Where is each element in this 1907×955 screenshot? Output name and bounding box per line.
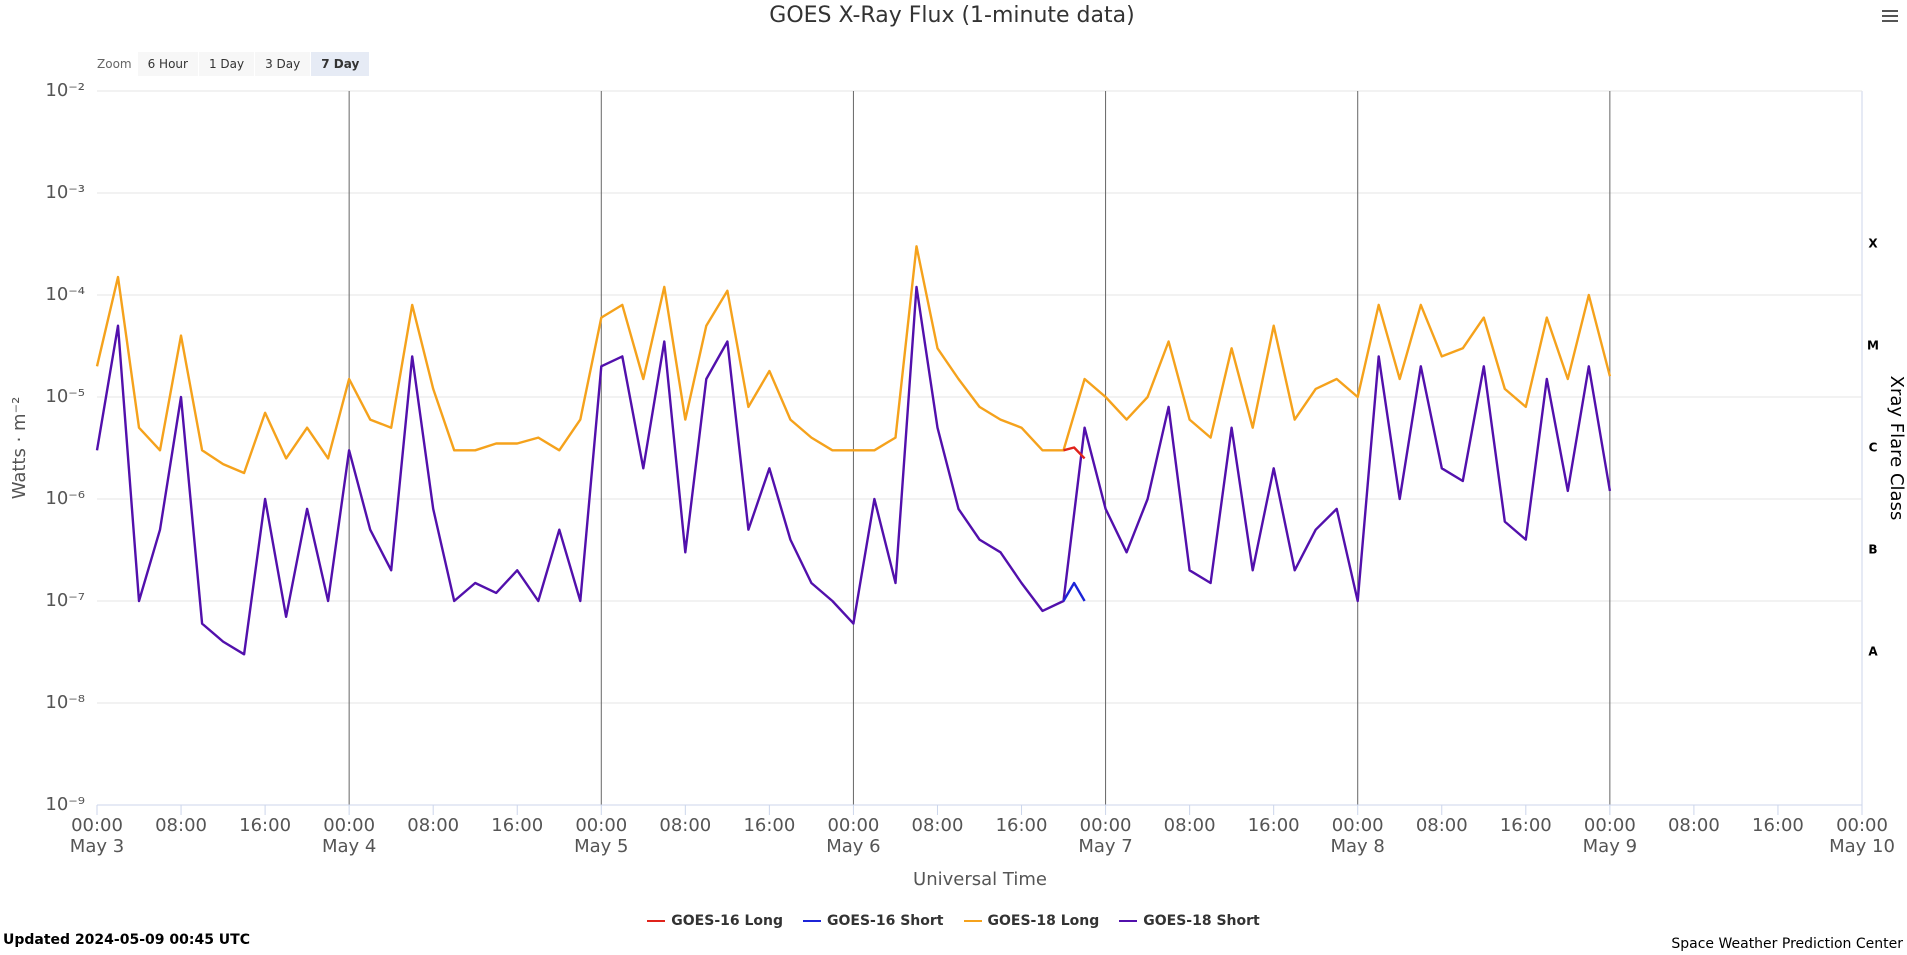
- updated-time: Updated 2024-05-09 00:45 UTC: [3, 932, 250, 948]
- y-tick-label: 10⁻⁷: [45, 590, 85, 611]
- legend-item[interactable]: GOES-16 Short: [803, 913, 944, 929]
- x-tick-label: 00:00 May 10: [1829, 815, 1895, 857]
- x-tick-label: 08:00: [911, 815, 964, 836]
- legend-swatch: [803, 920, 822, 922]
- x-axis-title: Universal Time: [913, 869, 1047, 890]
- y-tick-label: 10⁻⁶: [45, 488, 85, 509]
- x-tick-label: 16:00: [995, 815, 1048, 836]
- zoom-button[interactable]: 7 Day: [311, 52, 370, 76]
- legend-label: GOES-18 Long: [987, 913, 1100, 929]
- x-tick-label: 00:00 May 7: [1078, 815, 1133, 857]
- x-tick-label: 16:00: [1247, 815, 1300, 836]
- zoom-button[interactable]: 1 Day: [198, 52, 255, 76]
- y-tick-label: 10⁻⁵: [45, 386, 85, 407]
- y-tick-label: 10⁻²: [45, 80, 85, 101]
- series-line: [95, 285, 1612, 656]
- x-tick-label: 00:00 May 8: [1330, 815, 1385, 857]
- legend-item[interactable]: GOES-18 Short: [1119, 913, 1260, 929]
- y-tick-label: 10⁻⁴: [45, 284, 85, 305]
- zoom-bar: Zoom 6 Hour 1 Day 3 Day 7 Day: [97, 52, 370, 76]
- x-tick-label: 08:00: [1163, 815, 1216, 836]
- legend-swatch: [1119, 920, 1138, 922]
- x-tick-label: 08:00: [1667, 815, 1720, 836]
- legend: GOES-16 Long GOES-16 Short GOES-18 Long GOE…: [0, 913, 1907, 929]
- x-tick-label: 08:00: [407, 815, 460, 836]
- x-tick-label: 00:00 May 9: [1582, 815, 1638, 857]
- y2-tick-label: M: [1867, 339, 1879, 353]
- x-tick-label: 08:00: [1415, 815, 1468, 836]
- x-tick-label: 16:00: [1752, 815, 1804, 836]
- y2-tick-label: X: [1868, 237, 1878, 251]
- series-line: [95, 245, 1612, 475]
- x-tick-label: 08:00: [155, 815, 207, 836]
- zoom-button[interactable]: 6 Hour: [137, 52, 198, 76]
- y-axis-title: Watts · m⁻²: [9, 397, 30, 500]
- x-tick-label: 00:00 May 4: [321, 815, 377, 857]
- y2-tick-label: B: [1868, 543, 1877, 557]
- credit: Space Weather Prediction Center: [1671, 936, 1903, 952]
- series-line: [1063, 446, 1086, 460]
- legend-label: GOES-18 Short: [1143, 913, 1260, 929]
- x-tick-label: 16:00: [1499, 815, 1552, 836]
- legend-label: GOES-16 Long: [671, 913, 784, 929]
- x-tick-label: 00:00 May 3: [69, 815, 125, 857]
- chart-title: GOES X-Ray Flux (1-minute data): [769, 3, 1134, 28]
- menu-button[interactable]: [1882, 10, 1898, 25]
- y-tick-label: 10⁻³: [45, 182, 85, 203]
- x-tick-label: 08:00: [659, 815, 712, 836]
- y2-tick-label: C: [1869, 441, 1878, 455]
- x-tick-label: 16:00: [491, 815, 544, 836]
- legend-swatch: [963, 920, 982, 922]
- x-tick-label: 00:00 May 6: [826, 815, 881, 857]
- zoom-button[interactable]: 3 Day: [255, 52, 311, 76]
- zoom-label: Zoom: [97, 57, 132, 71]
- legend-label: GOES-16 Short: [827, 913, 944, 929]
- x-tick-label: 00:00 May 5: [574, 815, 629, 857]
- x-tick-label: 16:00: [239, 815, 292, 836]
- series-line: [1062, 581, 1086, 602]
- y-tick-label: 10⁻⁸: [45, 692, 85, 713]
- legend-item[interactable]: GOES-16 Long: [647, 913, 783, 929]
- y2-tick-label: A: [1868, 645, 1878, 659]
- y-tick-label: 10⁻⁹: [45, 794, 85, 815]
- legend-item[interactable]: GOES-18 Long: [963, 913, 1100, 929]
- legend-swatch: [647, 920, 666, 922]
- x-tick-label: 16:00: [743, 815, 796, 836]
- y2-axis-title: Xray Flare Class: [1886, 376, 1907, 521]
